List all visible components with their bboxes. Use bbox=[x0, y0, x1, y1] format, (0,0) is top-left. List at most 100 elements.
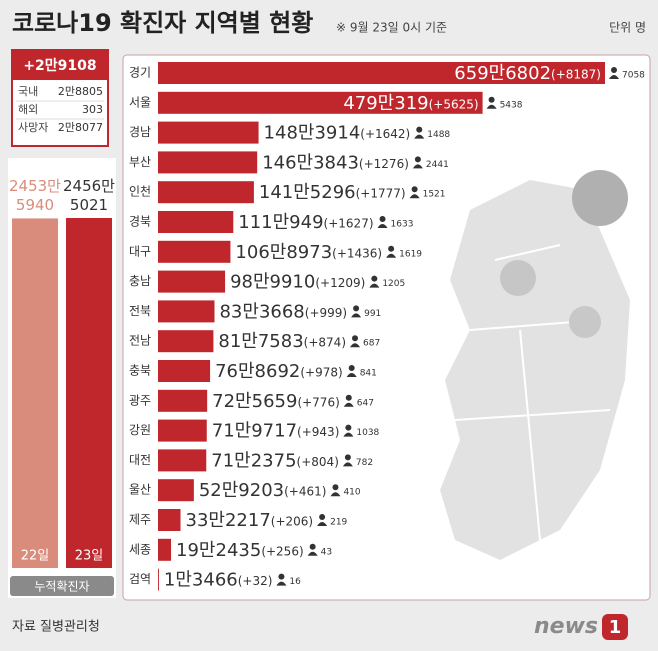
virus bbox=[500, 260, 536, 296]
bar bbox=[158, 211, 234, 233]
death-icon bbox=[414, 156, 421, 163]
source: 자료 질병관리청 bbox=[12, 620, 100, 635]
death-count: 410 bbox=[343, 488, 360, 498]
unit: 단위 명 bbox=[609, 21, 646, 35]
death-count: 1038 bbox=[356, 428, 379, 438]
summary-rows: 국내 2만8805 해외 303 사망자 2만8077 bbox=[16, 85, 104, 134]
bar bbox=[158, 181, 254, 204]
category-label: 23일 bbox=[75, 549, 104, 564]
death-count: 43 bbox=[321, 547, 332, 557]
death-icon bbox=[411, 186, 418, 193]
cumulative-label: 누적확진자 bbox=[34, 580, 89, 594]
increase-label: (+32) bbox=[238, 574, 273, 588]
value-label: 2453만 5940 bbox=[9, 177, 61, 214]
category-label: 대구 bbox=[129, 244, 151, 258]
death-icon bbox=[486, 104, 497, 109]
death-count: 991 bbox=[364, 309, 381, 319]
bar bbox=[158, 300, 215, 323]
category-label: 서울 bbox=[129, 95, 151, 109]
increase-label: (+999) bbox=[305, 306, 347, 320]
category-label: 부산 bbox=[129, 155, 151, 169]
category-label: 전남 bbox=[129, 334, 151, 348]
death-count: 1488 bbox=[427, 130, 450, 140]
value-label: 33만2217 bbox=[186, 510, 271, 531]
death-icon bbox=[278, 573, 285, 580]
death-icon bbox=[343, 432, 354, 437]
death-icon bbox=[369, 283, 380, 288]
value-label: 659만6802 bbox=[454, 63, 551, 84]
increase-label: (+206) bbox=[271, 515, 313, 529]
death-icon bbox=[317, 522, 328, 526]
bar bbox=[158, 568, 159, 591]
value-label: 71만2375 bbox=[211, 450, 296, 471]
category-label: 전북 bbox=[129, 304, 151, 318]
bar bbox=[158, 121, 259, 144]
summary-total: +2만9108 bbox=[23, 58, 96, 74]
death-icon bbox=[414, 134, 425, 139]
island bbox=[454, 500, 470, 510]
increase-label: (+1276) bbox=[359, 157, 409, 171]
death-icon bbox=[344, 454, 351, 461]
death-count: 1633 bbox=[391, 220, 414, 230]
death-count: 687 bbox=[363, 339, 380, 349]
value-label: 106만8973 bbox=[235, 242, 332, 263]
bar bbox=[158, 419, 207, 442]
increase-label: (+8187) bbox=[551, 68, 601, 82]
category-label: 검역 bbox=[129, 572, 151, 586]
death-icon bbox=[412, 164, 423, 169]
bar bbox=[158, 509, 181, 531]
death-icon bbox=[342, 462, 353, 467]
death-icon bbox=[348, 365, 355, 371]
death-count: 1619 bbox=[399, 249, 422, 259]
increase-label: (+943) bbox=[297, 425, 339, 439]
death-count: 841 bbox=[360, 369, 377, 379]
bar bbox=[158, 330, 214, 353]
value-label: 81만7583 bbox=[218, 331, 303, 352]
bar bbox=[158, 479, 194, 502]
value-label: 19만2435 bbox=[176, 540, 261, 561]
death-count: 2441 bbox=[426, 160, 449, 170]
death-icon bbox=[371, 275, 378, 282]
increase-label: (+5625) bbox=[429, 97, 479, 111]
increase-label: (+1209) bbox=[315, 276, 365, 290]
value-label: 141만5296 bbox=[259, 182, 356, 203]
summary-key: 사망자 bbox=[18, 121, 48, 134]
value-label: 71만9717 bbox=[212, 421, 297, 442]
bar bbox=[158, 151, 258, 174]
death-icon bbox=[351, 313, 362, 318]
category-label: 인천 bbox=[129, 184, 151, 199]
value-label: 146만3843 bbox=[262, 152, 359, 173]
death-count: 16 bbox=[289, 577, 301, 587]
bar bbox=[158, 449, 207, 472]
category-label: 광주 bbox=[129, 393, 151, 407]
death-icon bbox=[409, 194, 420, 199]
category-label: 경북 bbox=[129, 215, 151, 229]
death-icon bbox=[352, 335, 359, 342]
death-icon bbox=[346, 373, 357, 377]
logo-badge bbox=[602, 614, 628, 640]
map-shape bbox=[440, 180, 630, 560]
death-icon bbox=[488, 96, 495, 103]
logo: news bbox=[534, 614, 598, 639]
category-label: 충북 bbox=[129, 364, 151, 378]
category-label: 세종 bbox=[129, 542, 151, 556]
death-icon bbox=[309, 543, 316, 550]
category-label: 경기 bbox=[129, 66, 151, 80]
summary-value: 2만8077 bbox=[58, 121, 103, 134]
bar bbox=[12, 218, 58, 568]
bar bbox=[158, 62, 605, 84]
death-icon bbox=[319, 514, 326, 520]
death-icon bbox=[345, 424, 352, 431]
summary-value: 2만8805 bbox=[58, 85, 103, 98]
death-icon bbox=[350, 343, 361, 348]
bar bbox=[158, 91, 483, 114]
bar bbox=[158, 538, 172, 561]
death-icon bbox=[307, 551, 318, 556]
death-icon bbox=[611, 67, 617, 73]
death-icon bbox=[609, 75, 619, 79]
region-chart: 경기 659만6802 (+8187) 7058 서울 479만319 (+5625) 543… bbox=[129, 62, 645, 591]
value-label: 1만3466 bbox=[164, 570, 238, 591]
increase-label: (+461) bbox=[284, 485, 326, 499]
death-count: 219 bbox=[330, 518, 347, 528]
